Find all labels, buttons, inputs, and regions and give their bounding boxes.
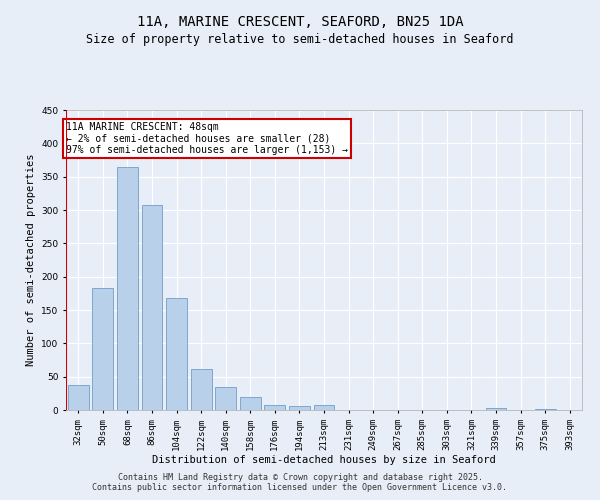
Bar: [535, 408, 556, 410]
Bar: [289, 406, 310, 410]
Bar: [92, 288, 113, 410]
Bar: [68, 384, 89, 410]
Bar: [117, 166, 138, 410]
Bar: [166, 298, 187, 410]
Text: Contains HM Land Registry data © Crown copyright and database right 2025.
Contai: Contains HM Land Registry data © Crown c…: [92, 473, 508, 492]
Text: 11A, MARINE CRESCENT, SEAFORD, BN25 1DA: 11A, MARINE CRESCENT, SEAFORD, BN25 1DA: [137, 15, 463, 29]
Text: Size of property relative to semi-detached houses in Seaford: Size of property relative to semi-detach…: [86, 32, 514, 46]
Bar: [142, 206, 163, 410]
Bar: [265, 404, 286, 410]
Bar: [215, 388, 236, 410]
Bar: [240, 398, 261, 410]
Bar: [314, 404, 334, 410]
Text: 11A MARINE CRESCENT: 48sqm
← 2% of semi-detached houses are smaller (28)
97% of : 11A MARINE CRESCENT: 48sqm ← 2% of semi-…: [66, 122, 348, 155]
Bar: [191, 368, 212, 410]
X-axis label: Distribution of semi-detached houses by size in Seaford: Distribution of semi-detached houses by …: [152, 456, 496, 466]
Y-axis label: Number of semi-detached properties: Number of semi-detached properties: [26, 154, 35, 366]
Bar: [485, 408, 506, 410]
